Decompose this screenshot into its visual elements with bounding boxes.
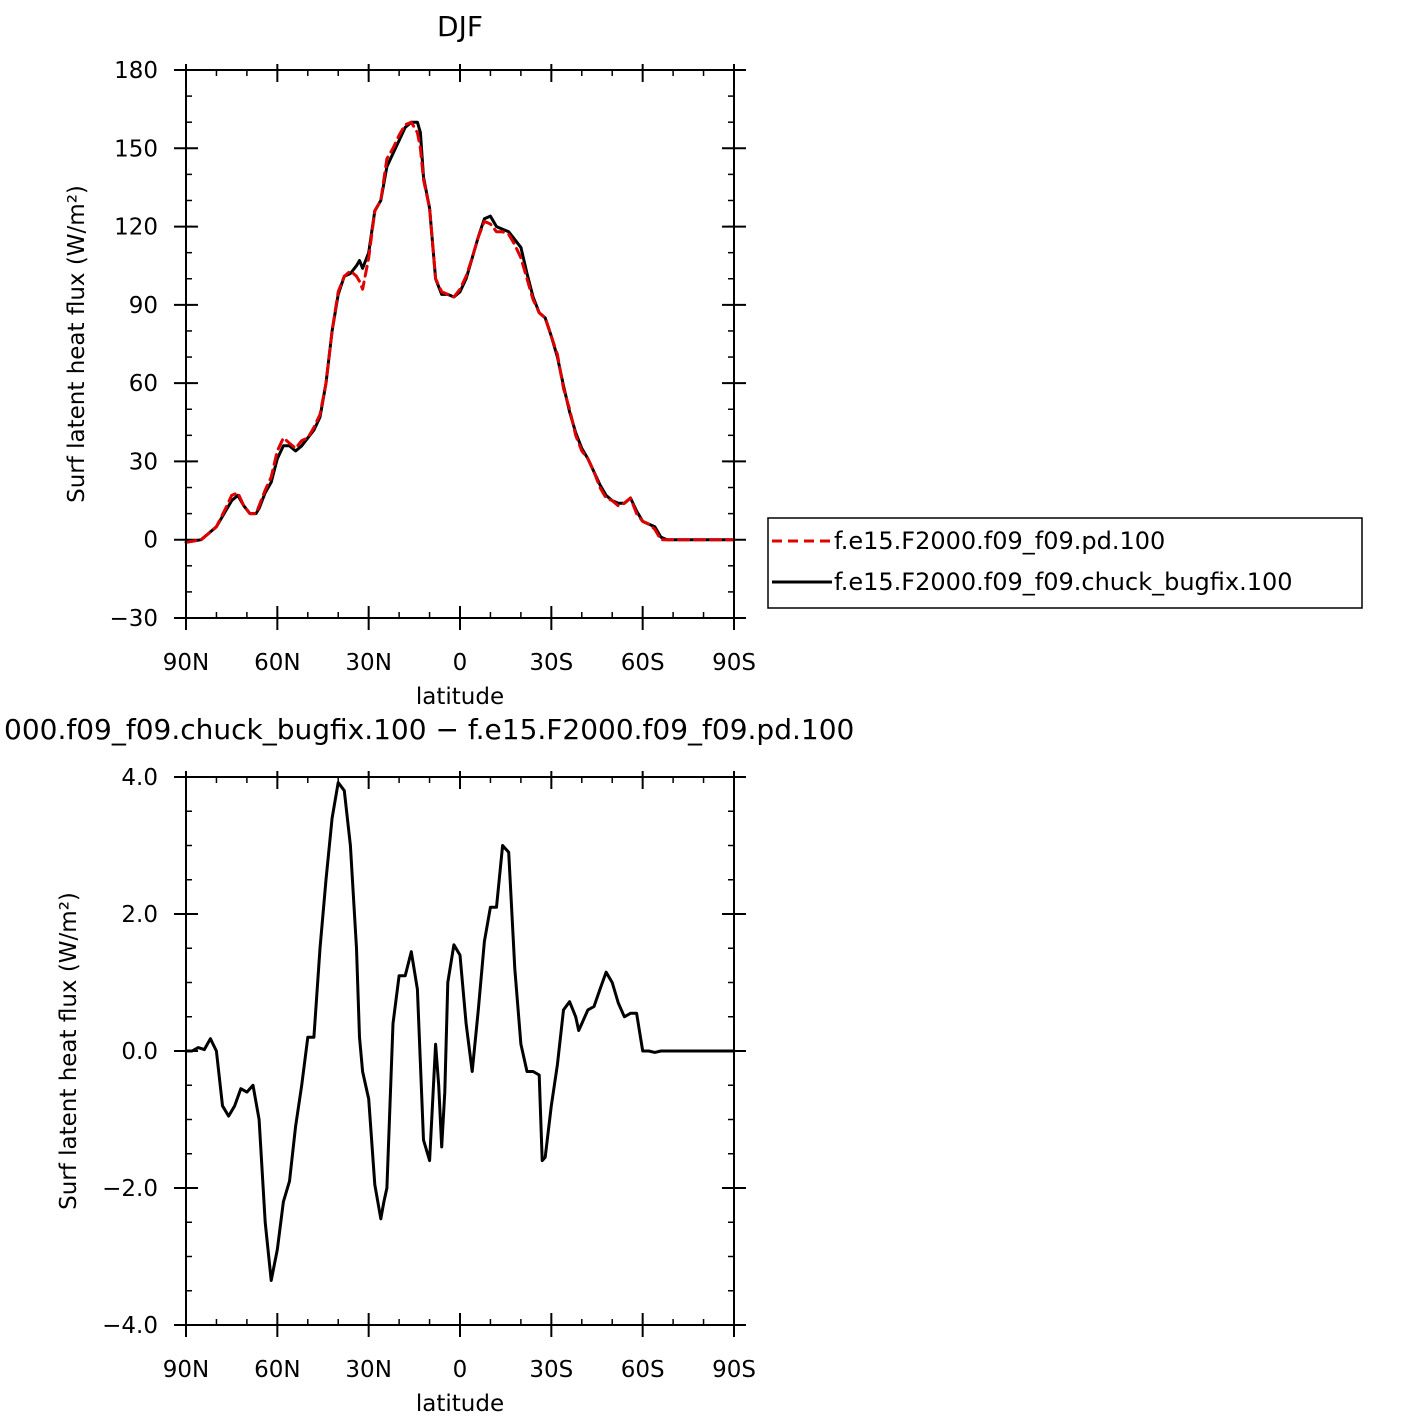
bottom-y-axis-label: Surf latent heat flux (W/m²) [56, 892, 82, 1210]
bottom-x-tick-label: 90S [712, 1357, 756, 1383]
bottom-x-tick-label: 60S [621, 1357, 665, 1383]
bottom-series-group [184, 781, 736, 1282]
top-x-tick-label: 30S [529, 650, 573, 676]
top-y-tick-label: 150 [114, 136, 158, 162]
top-series-group [184, 120, 736, 544]
top-plot-frame [185, 69, 735, 619]
bottom-series-line-0 [184, 781, 736, 1282]
legend: f.e15.F2000.f09_f09.pd.100 f.e15.F2000.f… [767, 517, 1363, 609]
top-x-tick-label: 60N [254, 650, 300, 676]
top-y-axis-label: Surf latent heat flux (W/m²) [64, 185, 90, 503]
legend-box [767, 517, 1363, 609]
top-y-tick-label: 180 [114, 58, 158, 84]
bottom-x-tick-label: 60N [254, 1357, 300, 1383]
top-x-axis-label: latitude [416, 684, 504, 710]
top-chart-title: DJF [437, 10, 483, 43]
top-y-tick-label: 90 [129, 293, 158, 319]
top-y-tick-label: 30 [129, 449, 158, 475]
bottom-x-tick-label: 90N [163, 1357, 209, 1383]
top-y-tick-label: 120 [114, 215, 158, 241]
bottom-y-tick-label: −4.0 [102, 1313, 158, 1339]
top-y-tick-label: 0 [143, 528, 158, 554]
bottom-x-axis-label: latitude [416, 1391, 504, 1417]
bottom-y-tick-label: 0.0 [121, 1039, 158, 1065]
top-x-tick-label: 90S [712, 650, 756, 676]
bottom-y-tick-label: −2.0 [102, 1176, 158, 1202]
top-x-tick-label: 30N [345, 650, 391, 676]
top-x-tick-label: 0 [453, 650, 468, 676]
bottom-x-tick-label: 0 [453, 1357, 468, 1383]
legend-label-bugfix: f.e15.F2000.f09_f09.chuck_bugfix.100 [834, 568, 1293, 596]
bottom-y-tick-label: 4.0 [121, 765, 158, 791]
top-x-tick-label: 60S [621, 650, 665, 676]
bottom-panel: 000.f09_f09.chuck_bugfix.100 − f.e15.F20… [4, 713, 854, 1417]
legend-label-pd: f.e15.F2000.f09_f09.pd.100 [834, 527, 1165, 555]
bottom-x-tick-label: 30N [345, 1357, 391, 1383]
bottom-x-tick-label: 30S [529, 1357, 573, 1383]
top-panel: DJF 90N 60N 30N 0 30S 60S 90S −30 0 30 60 90 120 150 1… [64, 10, 1363, 710]
top-y-tick-label: 60 [129, 371, 158, 397]
top-series-line-0 [184, 120, 736, 544]
bottom-y-tick-label: 2.0 [121, 902, 158, 928]
bottom-chart-title: 000.f09_f09.chuck_bugfix.100 − f.e15.F20… [4, 713, 854, 746]
top-x-tick-label: 90N [163, 650, 209, 676]
bottom-plot-frame [185, 776, 735, 1326]
top-y-tick-label: −30 [109, 606, 158, 632]
